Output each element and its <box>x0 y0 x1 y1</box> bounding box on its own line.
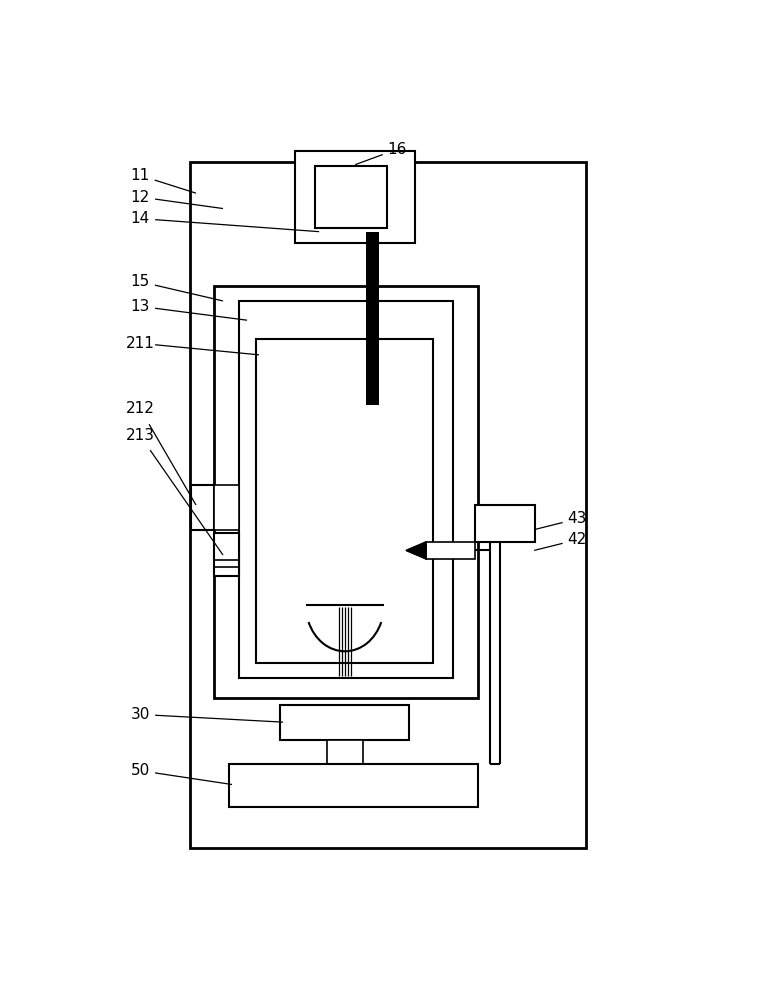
Text: 211: 211 <box>126 336 154 351</box>
Bar <box>295 151 415 243</box>
Bar <box>239 301 453 678</box>
Polygon shape <box>406 542 426 559</box>
Text: 30: 30 <box>130 707 150 722</box>
Bar <box>327 740 363 765</box>
Bar <box>190 162 587 848</box>
Bar <box>280 705 409 740</box>
Bar <box>366 232 379 405</box>
Bar <box>256 339 433 663</box>
Text: 15: 15 <box>130 274 150 289</box>
Text: 213: 213 <box>126 428 155 443</box>
Bar <box>475 505 536 542</box>
Text: 42: 42 <box>568 532 587 547</box>
Text: 43: 43 <box>567 511 587 526</box>
Bar <box>426 542 475 559</box>
Text: 212: 212 <box>126 401 154 416</box>
Bar <box>214 286 478 698</box>
Bar <box>191 485 214 530</box>
Bar <box>214 485 239 530</box>
Bar <box>229 764 478 807</box>
Text: 16: 16 <box>388 142 407 157</box>
Bar <box>214 533 239 576</box>
Text: 13: 13 <box>130 299 150 314</box>
Text: 11: 11 <box>130 168 150 183</box>
Text: 12: 12 <box>130 190 150 205</box>
Bar <box>315 166 387 228</box>
Text: 14: 14 <box>130 211 150 226</box>
Text: 50: 50 <box>130 763 150 778</box>
